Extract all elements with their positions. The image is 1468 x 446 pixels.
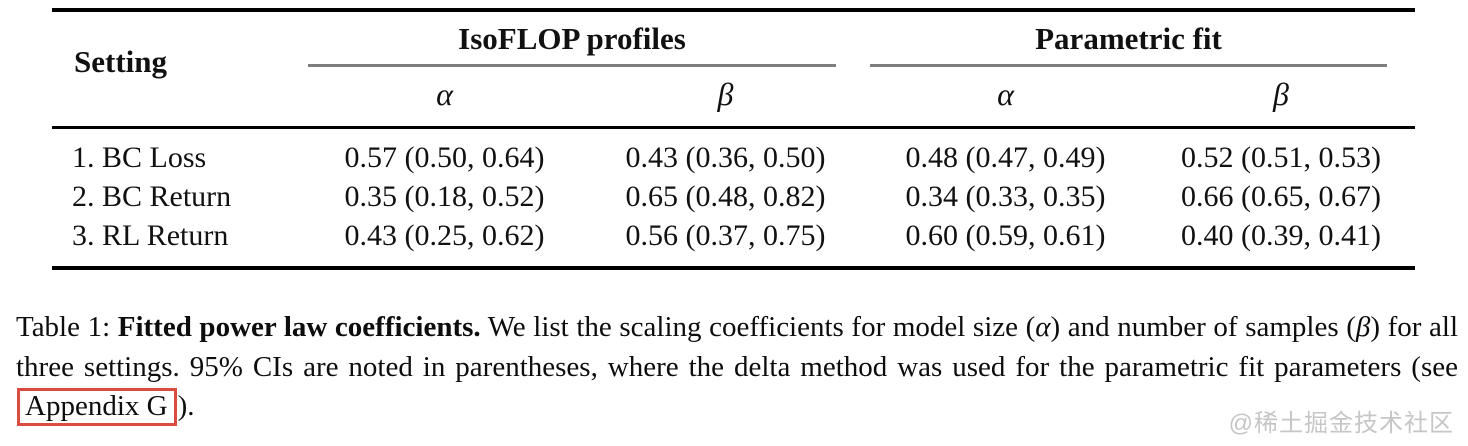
cell-value: 0.57 (0.50, 0.64) xyxy=(344,141,545,174)
cell-value: 0.60 (0.59, 0.61) xyxy=(905,219,1106,252)
group-header-row: Setting IsoFLOP profiles Parametric fit xyxy=(52,12,1415,129)
cell-value: 0.52 (0.51, 0.53) xyxy=(1181,141,1381,174)
cell-value: 0.48 (0.47, 0.49) xyxy=(905,141,1106,174)
alpha-symbol: α xyxy=(1035,311,1051,343)
caption-number: Table 1: xyxy=(16,311,118,343)
cell-value: 0.34 (0.33, 0.35) xyxy=(905,180,1106,213)
watermark-text: @稀土掘金技术社区 xyxy=(1228,410,1454,437)
caption-text: ). xyxy=(177,390,195,422)
row-label: 2. BC Return xyxy=(72,180,232,213)
table-row-bc-loss: 1. BC Loss 0.57 (0.50, 0.64) 0.43 (0.36,… xyxy=(52,128,1415,178)
column-group-isoflop: IsoFLOP profiles xyxy=(302,12,864,67)
row-label: 1. BC Loss xyxy=(72,141,207,174)
column-header-alpha-isoflop: α xyxy=(302,67,587,129)
cell-value: 0.66 (0.65, 0.67) xyxy=(1181,180,1381,213)
appendix-reference-label: Appendix G xyxy=(25,390,168,422)
subheader-row: α β α β xyxy=(52,67,1415,129)
column-header-setting: Setting xyxy=(52,12,302,129)
results-table: Setting IsoFLOP profiles Parametric fit … xyxy=(52,12,1415,266)
isoflop-group-label: IsoFLOP profiles xyxy=(458,21,686,56)
beta-symbol: β xyxy=(1355,311,1371,343)
table-caption: Table 1: Fitted power law coefficients. … xyxy=(16,308,1458,427)
cell-value: 0.43 (0.36, 0.50) xyxy=(625,141,826,174)
table-row-bc-return: 2. BC Return 0.35 (0.18, 0.52) 0.65 (0.4… xyxy=(52,177,1415,216)
isoflop-group-underline: IsoFLOP profiles xyxy=(308,12,836,67)
cell-value: 0.40 (0.39, 0.41) xyxy=(1181,219,1381,252)
row-label: 3. RL Return xyxy=(72,219,229,252)
cell-value: 0.65 (0.48, 0.82) xyxy=(625,180,826,213)
cell-value: 0.43 (0.25, 0.62) xyxy=(344,219,545,252)
column-header-beta-parametric: β xyxy=(1147,67,1415,129)
cell-value: 0.35 (0.18, 0.52) xyxy=(344,180,545,213)
column-group-parametric: Parametric fit xyxy=(864,12,1415,67)
caption-title: Fitted power law coefficients. xyxy=(117,311,481,343)
parametric-group-underline: Parametric fit xyxy=(870,12,1387,67)
results-table-container: Setting IsoFLOP profiles Parametric fit … xyxy=(52,8,1415,270)
table-row-rl-return: 3. RL Return 0.43 (0.25, 0.62) 0.56 (0.3… xyxy=(52,216,1415,266)
parametric-group-label: Parametric fit xyxy=(1035,21,1222,56)
caption-text: We list the scaling coefficients for mod… xyxy=(480,311,1036,343)
appendix-reference-highlight-box: Appendix G xyxy=(17,388,177,426)
caption-text: ) for all three settings. 95% CIs are no… xyxy=(16,311,1459,383)
caption-text: ) and number of samples ( xyxy=(1050,311,1356,343)
column-header-alpha-parametric: α xyxy=(864,67,1147,129)
column-header-beta-isoflop: β xyxy=(587,67,864,129)
cell-value: 0.56 (0.37, 0.75) xyxy=(625,219,826,252)
